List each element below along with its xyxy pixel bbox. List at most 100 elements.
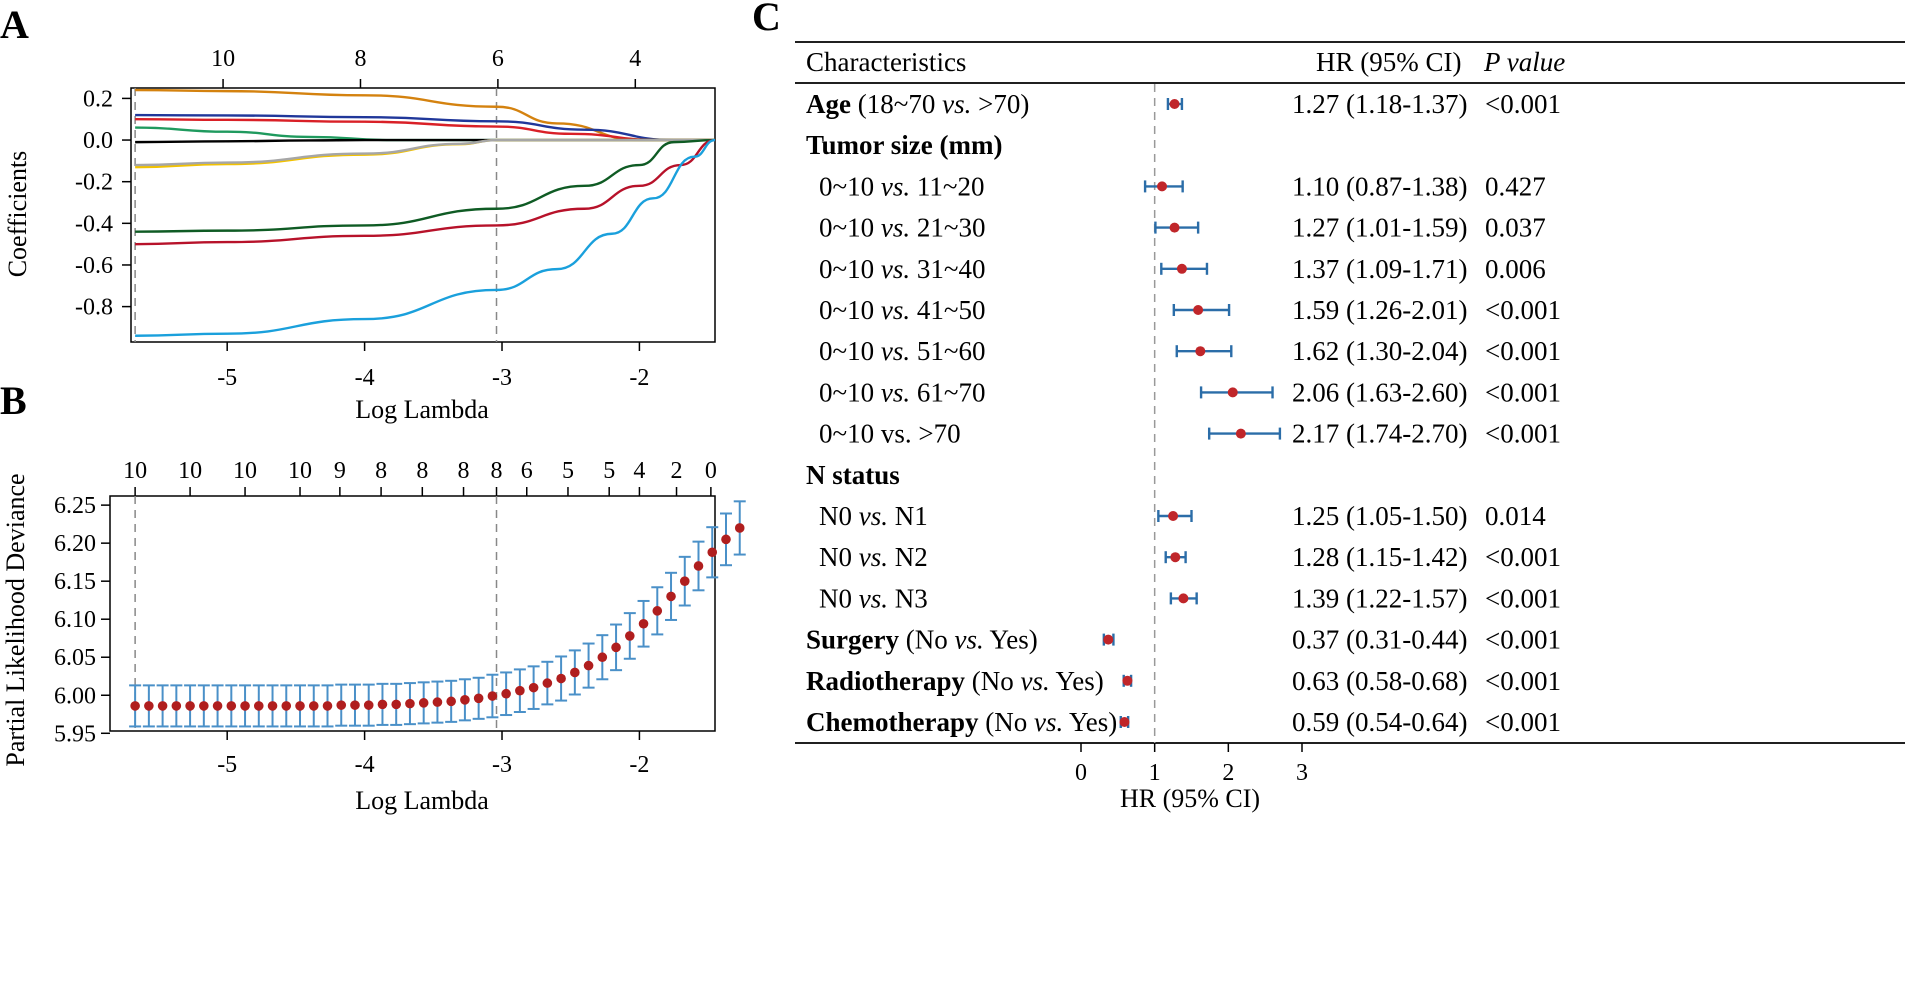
panel-b-point (734, 523, 745, 533)
forest-row-label: Surgery (No vs. Yes) (806, 625, 1038, 655)
forest-row-hr: 1.27 (1.01-1.59) (1292, 213, 1467, 243)
forest-row-p: <0.001 (1485, 89, 1561, 119)
panel-b-point (405, 698, 415, 709)
panel-b-toptick-label: 4 (633, 458, 645, 484)
panel-b-point (350, 700, 360, 710)
forest-row-label-tail: N1 (888, 501, 928, 531)
forest-row-hr: 0.37 (0.31-0.44) (1292, 625, 1467, 655)
forest-xtick-label: 1 (1149, 760, 1161, 786)
forest-row-label-vs: vs. (881, 254, 910, 284)
forest-row-label-text: N0 (819, 583, 859, 613)
forest-row-p: <0.001 (1485, 542, 1561, 572)
panel-a-ytick-label: 0.0 (83, 128, 113, 154)
panel-b-point (226, 701, 237, 711)
panel-a-series-crimson (135, 138, 716, 246)
panel-b-ytick-label: 6.20 (54, 531, 96, 557)
forest-row-label: 0~10 vs. 21~30 (819, 213, 985, 243)
forest-row-label-vs: vs. (954, 625, 983, 655)
panel-b-point (638, 618, 649, 629)
panel-a-ylabel: Coefficients (3, 151, 32, 278)
panel-b-plot-frame (109, 495, 716, 732)
forest-hr-point (1170, 552, 1181, 563)
forest-row-label-tail: 21~30 (910, 213, 985, 243)
panel-a-xtick-label: -3 (492, 365, 512, 391)
panel-b-point (336, 700, 347, 710)
panel-b-point (157, 701, 168, 711)
panel-b-point (199, 701, 209, 711)
forest-hr-point (1122, 675, 1133, 686)
panel-a-series-skyblue (135, 138, 716, 337)
forest-row-label: 0~10 vs. 61~70 (819, 377, 985, 407)
forest-hr-point (1168, 511, 1179, 521)
forest-hr-point (1176, 263, 1187, 274)
panel-b-point (281, 701, 292, 711)
panel-a-series-red (135, 118, 715, 142)
panel-b-point (130, 701, 140, 711)
panel-b-toptick-label: 10 (288, 458, 312, 484)
forest-row-label-bold: Surgery (806, 625, 899, 655)
forest-row-label-tail: Yes) (1063, 707, 1117, 737)
forest-hr-point (1235, 428, 1246, 439)
forest-row-p: 0.014 (1485, 501, 1546, 531)
forest-xtick-label: 2 (1222, 760, 1234, 786)
forest-row-hr: 0.59 (0.54-0.64) (1292, 707, 1467, 737)
forest-row-label-vs: vs. (942, 89, 971, 119)
forest-row-label-bold: N status (806, 460, 900, 490)
forest-row-label-text: 0~10 (819, 213, 881, 243)
forest-row-label: Chemotherapy (No vs. Yes) (806, 707, 1117, 737)
panel-b-point (721, 534, 731, 545)
forest-row-p: <0.001 (1485, 666, 1561, 696)
panel-b-toptick-label: 8 (491, 458, 503, 484)
panel-b-point (570, 667, 580, 678)
forest-row-label-vs: vs. (881, 213, 910, 243)
panel-a-series-grey (135, 138, 715, 167)
panel-b-point (460, 695, 470, 705)
panel-b-point (267, 701, 278, 711)
forest-row-label: Tumor size (mm) (806, 130, 1002, 160)
forest-row-label-vs: vs. (859, 542, 888, 572)
forest-row-p: <0.001 (1485, 419, 1561, 449)
panel-b-point (322, 701, 333, 711)
panel-a-xlabel: Log Lambda (355, 395, 489, 424)
forest-row-label-text: 0~10 (819, 336, 881, 366)
panel-b-point (625, 631, 635, 641)
forest-row-label-bold: Chemotherapy (806, 707, 979, 737)
forest-row-label-text: (No (899, 625, 955, 655)
forest-row-label: N0 vs. N3 (819, 583, 928, 613)
forest-row-hr: 1.28 (1.15-1.42) (1292, 542, 1467, 572)
forest-row-label-text: (No (965, 666, 1021, 696)
forest-row-label-bold: Tumor size (mm) (806, 130, 1002, 160)
forest-row-p: <0.001 (1485, 625, 1561, 655)
forest-row-label-tail: 51~60 (910, 336, 985, 366)
forest-hr-point (1227, 387, 1238, 398)
forest-row-label-vs: vs. (881, 336, 910, 366)
panel-b: B -5 -4 -3 -2 6.25 6.20 6.15 6.10 6.05 6.00 5.95 10… (0, 378, 746, 815)
panel-b-point (693, 561, 704, 571)
panel-b-point (556, 673, 566, 684)
panel-b-point (432, 697, 443, 707)
forest-row-label-text: 0~10 (819, 295, 881, 325)
panel-b-point (308, 701, 319, 711)
panel-a-xtick-label: -4 (355, 365, 375, 391)
panel-b-toptick-label: 5 (562, 458, 574, 484)
panel-a: A -5 -4 -3 -2 0.2 0.0 -0.2 -0.4 -0.6 -0.8 10 8 6 4 Lo… (0, 2, 716, 424)
panel-c-letter: C (752, 0, 781, 39)
forest-row-label-vs: vs. (881, 377, 910, 407)
panel-b-point (583, 660, 594, 671)
panel-b-point (515, 685, 525, 696)
panel-b-point (473, 693, 484, 704)
panel-b-point (212, 701, 223, 711)
forest-row-label-vs: vs. (881, 295, 910, 325)
panel-b-point (501, 688, 511, 699)
panel-b-toptick-label: 5 (603, 458, 615, 484)
forest-row-p: <0.001 (1485, 583, 1561, 613)
forest-row-label-bold: Age (806, 89, 851, 119)
panel-b-point (707, 547, 718, 558)
panel-b-point (542, 678, 553, 688)
forest-row-label-vs: vs. (881, 171, 910, 201)
forest-row-hr: 1.10 (0.87-1.38) (1292, 171, 1467, 201)
panel-b-toptick-label: 6 (521, 458, 533, 484)
forest-row-label-tail: 61~70 (910, 377, 985, 407)
panel-b-ylabel: Partial Likelihood Deviance (1, 473, 30, 766)
panel-a-xtick-label: -5 (217, 365, 237, 391)
